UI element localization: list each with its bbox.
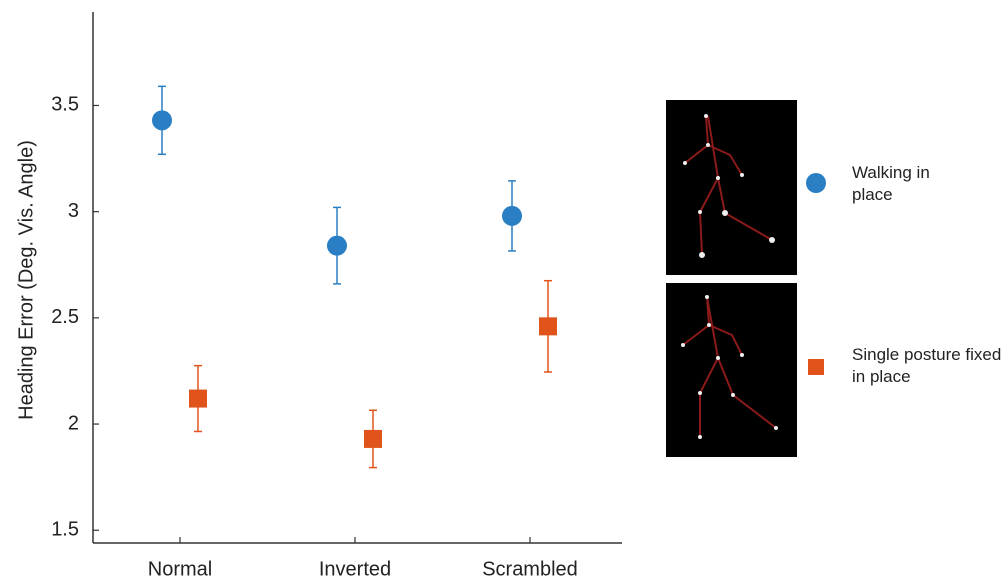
y-tick-label: 3.5 [51, 94, 79, 116]
marker [539, 317, 557, 335]
stimulus-walking [666, 100, 797, 275]
chart: Heading Error (Deg. Vis. Angle) 1.5 2 2.5 3… [0, 0, 1001, 583]
y-tick-label: 3 [68, 200, 79, 222]
marker [327, 236, 347, 256]
x-tick-label: Normal [148, 558, 212, 580]
marker [364, 430, 382, 448]
marker [189, 390, 207, 408]
y-tick-label: 2.5 [51, 306, 79, 328]
marker [502, 206, 522, 226]
y-axis-label: Heading Error (Deg. Vis. Angle) [15, 140, 37, 420]
y-tick-label: 1.5 [51, 519, 79, 541]
x-tick-label: Inverted [319, 558, 391, 580]
legend-label: Walking in place [852, 162, 942, 206]
page: {"chart_data": {"type": "errorbar", "yla… [0, 0, 1001, 583]
legend-label: Single posture fixed in place [852, 344, 1001, 388]
x-tick-label: Scrambled [482, 558, 578, 580]
y-tick-label: 2 [68, 412, 79, 434]
marker [152, 110, 172, 130]
stimulus-static [666, 283, 797, 457]
legend-marker [808, 359, 824, 375]
legend-marker [806, 173, 826, 193]
